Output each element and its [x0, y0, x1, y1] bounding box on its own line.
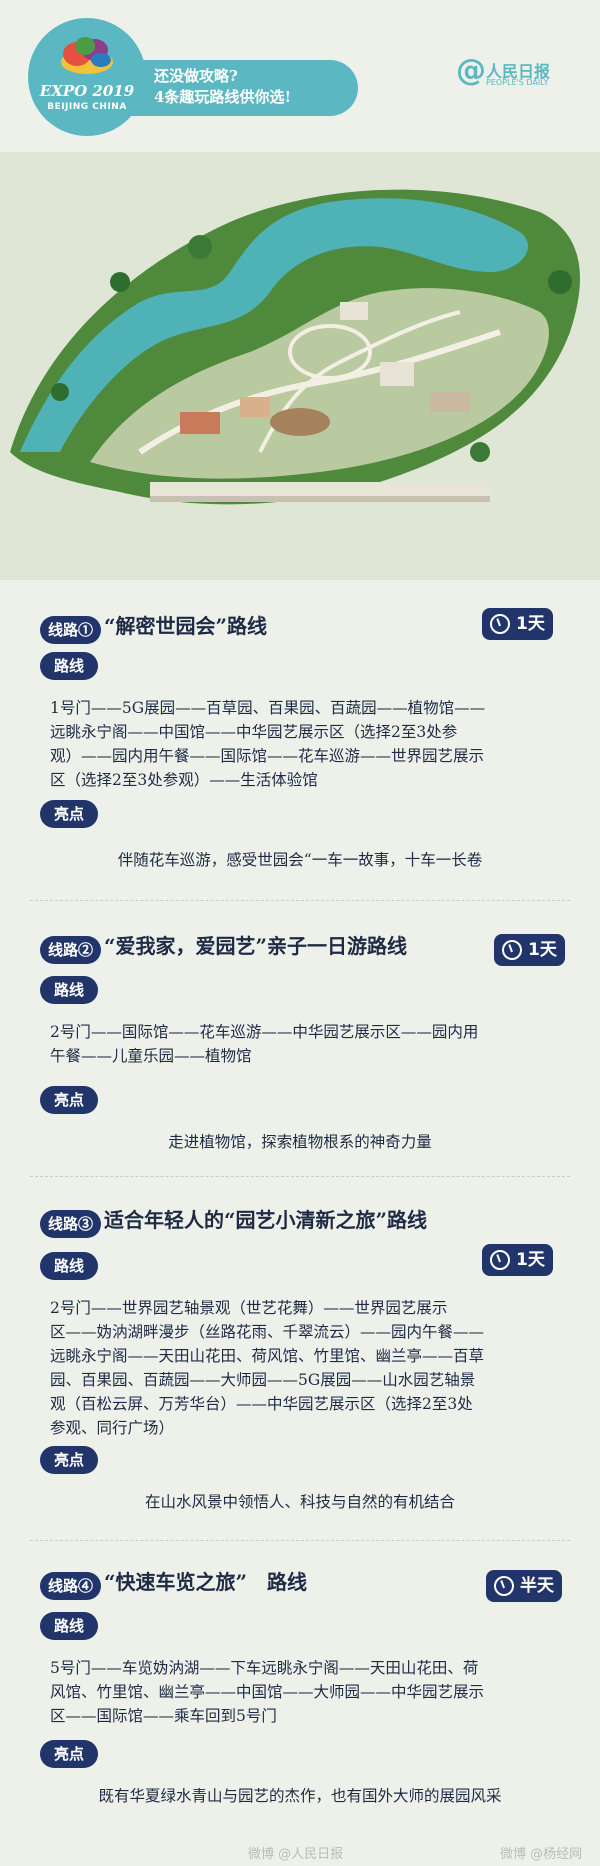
- route-1-duration: 1天: [482, 608, 553, 640]
- watermark-right: 微博 @杨经网: [500, 1847, 583, 1862]
- route-2-route-label: 路线: [40, 976, 99, 1004]
- route-3-duration-text: 1天: [516, 1250, 545, 1270]
- route-2-highlight-label: 亮点: [40, 1086, 99, 1114]
- route-4-title-row: 线路④ “快速车览之旅” 路线: [40, 1562, 580, 1602]
- route-1-highlight-label: 亮点: [40, 800, 99, 828]
- route-4-highlight-label: 亮点: [40, 1740, 99, 1768]
- route-2-title-row: 线路② “爱我家，爱园艺”亲子一日游路线: [40, 926, 580, 966]
- route-line: 远眺永宁阁——中国馆——中华园艺展示区（选择2至3处参: [50, 723, 458, 741]
- expo-logo: EXPO 2019 BEIJING CHINA: [28, 18, 146, 136]
- clock-icon: [494, 1576, 514, 1596]
- route-line: 园、百果园、百蔬园——大师园——5G展园——山水园艺轴景: [50, 1371, 476, 1389]
- route-line: 区——国际馆——乘车回到5号门: [50, 1707, 277, 1725]
- route-2-name: “爱我家，爱园艺”亲子一日游路线: [104, 934, 408, 958]
- route-1-route-label: 路线: [40, 652, 99, 680]
- route-4-tag: 线路④: [40, 1572, 102, 1600]
- route-line: 观）——园内用午餐——国际馆——花车巡游——世界园艺展示: [50, 747, 485, 765]
- paper-sub: PEOPLE'S DAILY: [486, 78, 549, 87]
- route-2-tag: 线路②: [40, 936, 102, 964]
- route-1-route-text: 1号门——5G展园——百草园、百果园、百蔬园——植物馆—— 远眺永宁阁——中国馆…: [50, 696, 560, 792]
- watermark-left: 微博 @人民日报: [248, 1847, 344, 1862]
- divider: [30, 900, 570, 901]
- header: 还没做攻略? 4条趣玩路线供你选! EXPO 2019 BEIJING CHIN…: [0, 0, 600, 150]
- promo-banner: 还没做攻略? 4条趣玩路线供你选!: [126, 60, 358, 116]
- route-4-route-text: 5号门——车览妫汭湖——下车远眺永宁阁——天田山花田、荷 风馆、竹里馆、幽兰亭—…: [50, 1656, 560, 1728]
- route-1-highlight: 伴随花车巡游，感受世园会“一车一故事，十车一长卷: [117, 851, 483, 869]
- route-line: 2号门——国际馆——花车巡游——中华园艺展示区——园内用: [50, 1023, 479, 1041]
- route-4-route-label: 路线: [40, 1612, 99, 1640]
- clock-icon: [490, 614, 510, 634]
- route-line: 风馆、竹里馆、幽兰亭——中国馆——大师园——中华园艺展示: [50, 1683, 485, 1701]
- route-3-title-row: 线路③ 适合年轻人的“园艺小清新之旅”路线: [40, 1200, 580, 1240]
- route-1-tag: 线路①: [40, 616, 102, 644]
- route-line: 区——妫汭湖畔漫步（丝路花雨、千翠流云）——园内午餐——: [50, 1323, 485, 1341]
- route-line: 参观、同行广场）: [50, 1419, 175, 1437]
- route-4-duration: 半天: [486, 1570, 562, 1602]
- route-3-name: 适合年轻人的“园艺小清新之旅”路线: [104, 1208, 428, 1232]
- route-3-duration: 1天: [482, 1244, 553, 1276]
- divider: [30, 1176, 570, 1177]
- park-map: [0, 152, 600, 580]
- route-2-duration-text: 1天: [528, 940, 557, 960]
- route-4-highlight: 既有华夏绿水青山与园艺的杰作，也有国外大师的展园风采: [98, 1787, 502, 1805]
- route-1-name: “解密世园会”路线: [104, 614, 268, 638]
- promo-line-1: 还没做攻略?: [154, 67, 238, 85]
- clock-icon: [502, 940, 522, 960]
- route-2-duration: 1天: [494, 934, 565, 966]
- divider: [30, 1540, 570, 1541]
- logo-sub-text: BEIJING CHINA: [47, 102, 127, 112]
- route-4-duration-text: 半天: [520, 1576, 554, 1596]
- route-1-title-row: 线路① “解密世园会”路线: [40, 606, 580, 646]
- route-line: 观（百松云屏、万芳华台）——中华园艺展示区（选择2至3处: [50, 1395, 473, 1413]
- route-line: 1号门——5G展园——百草园、百果园、百蔬园——植物馆——: [50, 699, 486, 717]
- route-line: 5号门——车览妫汭湖——下车远眺永宁阁——天田山花田、荷: [50, 1659, 479, 1677]
- promo-line-2: 4条趣玩路线供你选!: [154, 88, 292, 106]
- at-icon: @: [456, 53, 486, 88]
- route-line: 区（选择2至3处参观）——生活体验馆: [50, 771, 318, 789]
- route-2-highlight: 走进植物馆，探索植物根系的神奇力量: [168, 1133, 432, 1151]
- route-3-highlight: 在山水风景中领悟人、科技与自然的有机结合: [144, 1493, 455, 1511]
- route-line: 远眺永宁阁——天田山花田、荷风馆、竹里馆、幽兰亭——百草: [50, 1347, 485, 1365]
- route-3-tag: 线路③: [40, 1210, 102, 1238]
- clock-icon: [490, 1250, 510, 1270]
- paper-name: 人民日报: [486, 62, 551, 81]
- route-4-name: “快速车览之旅” 路线: [104, 1570, 308, 1594]
- logo-main-text: EXPO 2019: [39, 82, 135, 100]
- route-3-route-text: 2号门——世界园艺轴景观（世艺花舞）——世界园艺展示 区——妫汭湖畔漫步（丝路花…: [50, 1296, 560, 1440]
- route-3-route-label: 路线: [40, 1252, 99, 1280]
- route-1-duration-text: 1天: [516, 614, 545, 634]
- route-line: 2号门——世界园艺轴景观（世艺花舞）——世界园艺展示: [50, 1299, 448, 1317]
- route-line: 午餐——儿童乐园——植物馆: [50, 1047, 252, 1065]
- route-2-route-text: 2号门——国际馆——花车巡游——中华园艺展示区——园内用 午餐——儿童乐园——植…: [50, 1020, 560, 1068]
- park-map-illustration: [0, 152, 600, 580]
- route-3-highlight-label: 亮点: [40, 1446, 99, 1474]
- flower-logo-icon: [61, 37, 113, 74]
